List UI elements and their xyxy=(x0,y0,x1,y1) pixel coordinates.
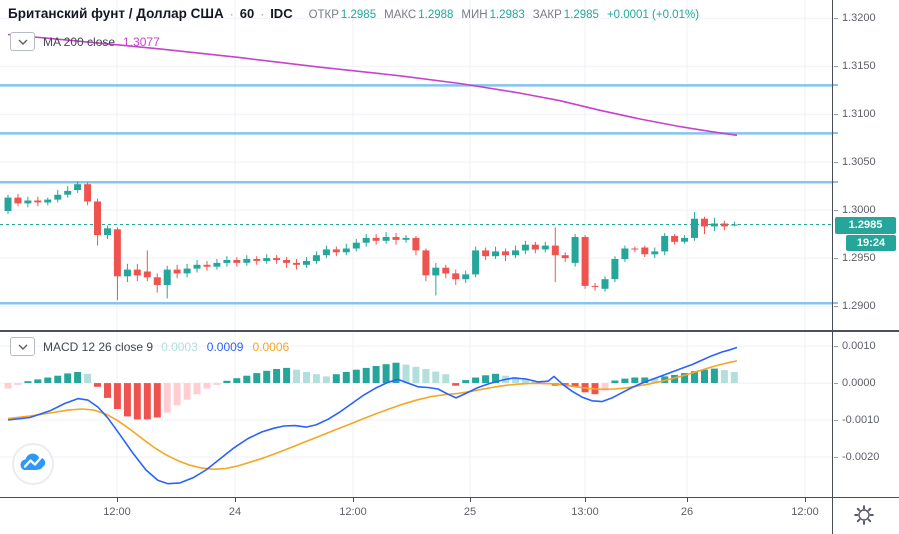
ohlc-label: МАКС xyxy=(384,9,417,21)
price-axis-label: 1.2950 xyxy=(834,251,876,265)
line-price-tick xyxy=(833,132,838,134)
ma200-line xyxy=(7,33,738,137)
chart-canvas[interactable] xyxy=(0,0,832,497)
macd-axis-label: 0.0000 xyxy=(834,376,876,390)
exchange-label: IDC xyxy=(270,6,293,21)
macd-value: 0.0003 xyxy=(161,339,198,354)
logo-icon xyxy=(12,443,54,485)
ma-dropdown-button[interactable] xyxy=(10,32,35,51)
macd-histogram xyxy=(4,362,738,420)
grid-layer xyxy=(0,0,832,497)
line-price-tick xyxy=(833,84,838,86)
ohlc-value: 1.2985 xyxy=(563,9,599,21)
time-axis-label: 12:00 xyxy=(339,506,367,518)
time-axis-label: 24 xyxy=(228,506,242,518)
price-axis-label: 1.3100 xyxy=(834,107,876,121)
time-tick xyxy=(470,498,471,502)
interval-label[interactable]: 60 xyxy=(239,6,255,21)
gear-icon xyxy=(854,505,874,525)
settings-gear-icon[interactable] xyxy=(850,502,878,528)
time-tick xyxy=(117,498,118,502)
price-axis[interactable]: 1.2985 19:24 1.3200 1.3150 1.3100 1.3050 1.3… xyxy=(833,0,899,497)
axis-border xyxy=(832,0,833,534)
time-tick xyxy=(585,498,586,502)
ma-value: 1.3077 xyxy=(123,34,160,49)
tradingview-logo[interactable] xyxy=(11,442,55,491)
title-separator: · xyxy=(260,7,265,21)
price-axis-label: 1.2900 xyxy=(834,299,876,313)
macd-axis-label: 0.0010 xyxy=(834,339,876,353)
change-value: +0.0001 (+0.01%) xyxy=(606,9,700,21)
time-tick xyxy=(235,498,236,502)
macd-line xyxy=(7,346,738,485)
ohlc-label: МИН xyxy=(461,9,488,21)
time-axis-label: 26 xyxy=(680,506,694,518)
time-tick xyxy=(353,498,354,502)
time-tick xyxy=(805,498,806,502)
macd-dropdown-button[interactable] xyxy=(10,337,35,356)
time-axis[interactable]: 12:00 24 12:00 25 13:00 26 12:00 xyxy=(0,497,899,534)
ohlc-label: ЗАКР xyxy=(532,9,562,21)
ma-label: MA 200 close xyxy=(43,34,116,49)
symbol-header: Британский фунт / Доллар США · 60 · IDC … xyxy=(8,6,699,21)
macd-value: 0.0009 xyxy=(206,339,244,354)
price-axis-label: 1.3150 xyxy=(834,59,876,73)
ohlc-value: 1.2985 xyxy=(340,9,377,21)
time-axis-label: 12:00 xyxy=(103,506,131,518)
macd-label: MACD 12 26 close 9 xyxy=(43,339,154,354)
time-axis-label: 13:00 xyxy=(571,506,599,518)
macd-value: 0.0006 xyxy=(252,339,290,354)
candles-layer xyxy=(4,181,738,301)
macd-axis-label: -0.0020 xyxy=(834,450,879,464)
title-separator: · xyxy=(229,7,234,21)
ohlc-values: ОТКР 1.2985 МАКС 1.2988 МИН 1.2983 ЗАКР 1.2985 +… xyxy=(309,9,699,21)
macd-axis-label: -0.0010 xyxy=(834,413,879,427)
line-price-tick xyxy=(833,302,838,304)
time-axis-label: 12:00 xyxy=(791,506,819,518)
pane-divider[interactable] xyxy=(0,330,899,332)
time-tick xyxy=(687,498,688,502)
current-price-badge: 1.2985 xyxy=(835,217,896,234)
ohlc-label: ОТКР xyxy=(308,9,339,21)
ohlc-value: 1.2983 xyxy=(489,9,525,21)
horizontal-support-lines xyxy=(0,84,832,305)
line-price-tick xyxy=(833,181,838,183)
price-axis-label: 1.3000 xyxy=(834,203,876,217)
ma-indicator-legend: MA 200 close 1.3077 xyxy=(10,32,160,51)
chevron-down-icon xyxy=(18,344,27,350)
chevron-down-icon xyxy=(18,39,27,45)
macd-values: 0.0003 0.0009 0.0006 xyxy=(161,340,289,354)
bar-countdown-badge: 19:24 xyxy=(846,235,896,251)
symbol-title[interactable]: Британский фунт / Доллар США xyxy=(8,6,224,21)
price-axis-label: 1.3200 xyxy=(834,11,876,25)
ohlc-value: 1.2988 xyxy=(418,9,454,21)
time-axis-label: 25 xyxy=(463,506,477,518)
macd-indicator-legend: MACD 12 26 close 9 0.0003 0.0009 0.0006 xyxy=(10,337,289,356)
price-axis-label: 1.3050 xyxy=(834,155,876,169)
